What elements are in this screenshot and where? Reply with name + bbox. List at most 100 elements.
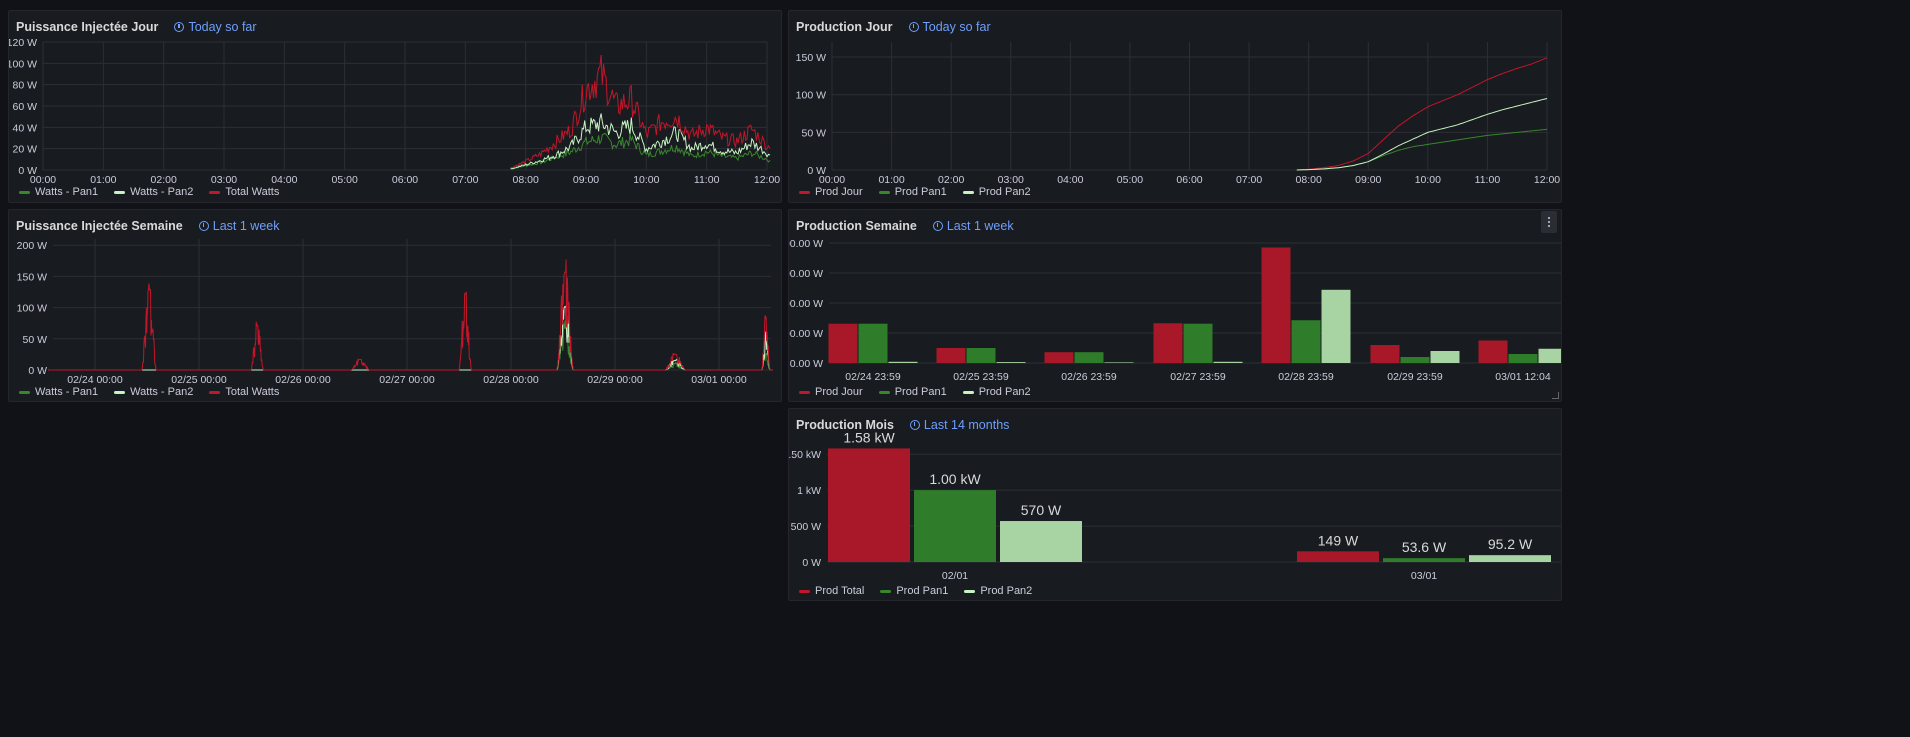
y-tick-label: 100 W <box>796 90 826 102</box>
clock-icon <box>932 221 943 231</box>
y-tick-label: 60 W <box>12 101 37 113</box>
bar <box>1478 340 1508 363</box>
series-line <box>1296 98 1548 171</box>
legend-swatch <box>209 190 221 194</box>
legend-swatch <box>962 390 974 394</box>
legend-swatch <box>964 589 976 593</box>
x-tick-label: 07:00 <box>1236 174 1262 186</box>
time-range-info[interactable]: Last 1 week <box>932 219 1014 233</box>
y-tick-label: 150 W <box>17 271 47 283</box>
x-tick-label: 02:00 <box>151 174 177 186</box>
panel-header[interactable]: Production Mois Last 14 months <box>796 416 1009 434</box>
legend-item[interactable]: Watts - Pan1 <box>19 386 98 398</box>
legend-item[interactable]: Prod Pan2 <box>964 585 1032 597</box>
panel-header[interactable]: Production Jour Today so far <box>796 18 991 36</box>
y-tick-label: 1 kW <box>797 485 821 497</box>
bar <box>1538 348 1561 363</box>
legend-item[interactable]: Prod Total <box>799 585 864 597</box>
x-tick-label: 07:00 <box>452 174 478 186</box>
bar <box>1400 357 1430 363</box>
x-tick-label: 02:00 <box>938 174 964 186</box>
legend-item[interactable]: Prod Pan1 <box>878 186 947 198</box>
x-tick-label: 02/01 <box>942 570 968 582</box>
legend-swatch <box>799 190 810 194</box>
panel-header[interactable]: Puissance Injectée Semaine Last 1 week <box>16 217 279 235</box>
legend-item[interactable]: Watts - Pan2 <box>114 186 193 198</box>
series-line <box>48 259 773 371</box>
time-range-info[interactable]: Last 14 months <box>909 418 1009 432</box>
series-line <box>510 54 771 169</box>
legend-label: Prod Jour <box>815 186 863 198</box>
panel-puissance-jour: Puissance Injectée Jour Today so far 0 W… <box>8 10 782 203</box>
clock-icon <box>908 22 919 32</box>
chart-puissance-semaine[interactable]: 0 W 50 W 100 W 150 W 200 W 02/24 00:00 02/25 0… <box>9 210 782 402</box>
legend: Prod Total Prod Pan1 Prod Pan2 <box>799 585 1032 597</box>
panel-title: Puissance Injectée Semaine <box>16 219 183 233</box>
legend-swatch <box>209 390 221 394</box>
legend-swatch <box>878 390 890 394</box>
x-tick-label: 02/24 23:59 <box>845 371 901 383</box>
chart-production-semaine[interactable]: 0.00 W 200.00 W 400.00 W 600.00 W 800.00 W 02… <box>789 210 1562 402</box>
resize-handle[interactable] <box>1552 392 1559 399</box>
bar-value-label: 53.6 W <box>1402 539 1447 555</box>
bar <box>1153 323 1183 363</box>
time-range-info[interactable]: Last 1 week <box>198 219 279 233</box>
x-tick-label: 12:00 <box>754 174 780 186</box>
legend-item[interactable]: Prod Jour <box>799 186 863 198</box>
series-line <box>510 113 771 170</box>
bar <box>1383 558 1465 562</box>
y-tick-label: 50 W <box>22 334 47 346</box>
x-tick-label: 02/29 00:00 <box>587 374 643 386</box>
legend-item[interactable]: Prod Pan2 <box>962 186 1031 198</box>
legend-item[interactable]: Total Watts <box>209 186 279 198</box>
y-tick-label: 0 W <box>28 365 47 377</box>
x-tick-label: 03:00 <box>211 174 237 186</box>
legend-swatch <box>799 390 810 394</box>
y-tick-label: 50 W <box>801 127 826 139</box>
y-tick-label: 600.00 W <box>789 268 823 280</box>
legend-label: Prod Total <box>815 585 865 597</box>
x-tick-label: 04:00 <box>271 174 297 186</box>
bar <box>996 362 1026 363</box>
x-tick-label: 06:00 <box>392 174 418 186</box>
panel-header[interactable]: Puissance Injectée Jour Today so far <box>16 18 257 36</box>
y-tick-label: 0.00 W <box>790 358 823 370</box>
bar <box>828 448 910 562</box>
x-tick-label: 09:00 <box>1355 174 1381 186</box>
chart-production-jour[interactable]: 0 W 50 W 100 W 150 W 00:00 01:00 02:00 03:00 04:… <box>789 11 1562 203</box>
panel-header[interactable]: Production Semaine Last 1 week <box>796 217 1014 235</box>
legend-item[interactable]: Prod Pan1 <box>880 585 948 597</box>
bar <box>1291 320 1321 363</box>
time-range-info[interactable]: Today so far <box>174 20 257 34</box>
chart-production-mois[interactable]: 0 W 500 W 1 kW 1.50 kW 1.58 kW 1.00 kW 570 W 02… <box>789 409 1562 601</box>
legend-item[interactable]: Total Watts <box>209 386 279 398</box>
y-tick-label: 0 W <box>802 557 821 569</box>
bar-value-label: 570 W <box>1021 502 1062 518</box>
panel-menu-button[interactable] <box>1541 211 1557 233</box>
legend-label: Prod Pan2 <box>980 585 1033 597</box>
legend-item[interactable]: Prod Jour <box>799 386 863 398</box>
legend-item[interactable]: Prod Pan2 <box>962 386 1031 398</box>
legend-label: Watts - Pan1 <box>35 386 99 398</box>
legend: Prod Jour Prod Pan1 Prod Pan2 <box>799 186 1031 198</box>
legend-label: Watts - Pan2 <box>130 386 194 398</box>
y-tick-label: 0 W <box>18 165 37 177</box>
chart-puissance-jour[interactable]: 0 W 20 W 40 W 60 W 80 W 100 W 120 W 00:00 01:00 0… <box>9 11 782 203</box>
bar <box>888 361 918 363</box>
y-tick-label: 100 W <box>17 303 47 315</box>
legend-label: Prod Pan1 <box>896 585 949 597</box>
legend-item[interactable]: Watts - Pan2 <box>114 386 193 398</box>
time-range-info[interactable]: Today so far <box>908 20 991 34</box>
panel-title: Production Semaine <box>796 219 917 233</box>
y-tick-label: 40 W <box>12 122 37 134</box>
series-line <box>1296 57 1548 171</box>
legend-label: Total Watts <box>225 186 280 198</box>
panel-production-semaine: Production Semaine Last 1 week 0.00 W 200… <box>788 209 1562 402</box>
legend-item[interactable]: Prod Pan1 <box>878 386 947 398</box>
legend-swatch <box>114 390 126 394</box>
y-tick-label: 100 W <box>9 58 37 70</box>
legend-item[interactable]: Watts - Pan1 <box>19 186 98 198</box>
bar-value-label: 149 W <box>1318 532 1359 548</box>
y-tick-label: 120 W <box>9 37 37 49</box>
x-tick-label: 02/27 00:00 <box>379 374 435 386</box>
